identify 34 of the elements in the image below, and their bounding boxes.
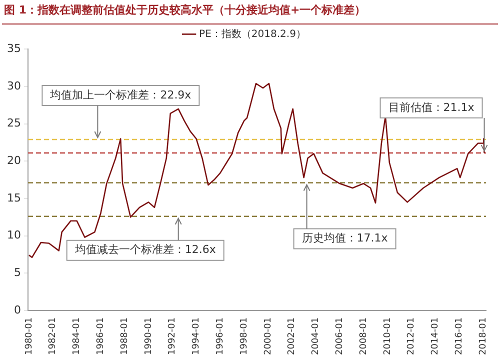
annotation: 均值加上一个标准差：22.9x: [49, 88, 192, 102]
annotation: 目前估值：21.1x: [388, 100, 475, 114]
y-tick-label: 20: [6, 154, 21, 167]
x-tick-label: 2012-01: [406, 317, 417, 356]
x-tick-label: 2014-01: [430, 317, 441, 356]
x-tick-label: 1982-01: [48, 317, 58, 356]
y-tick-label: 5: [14, 266, 21, 279]
x-tick-label: 2004-01: [311, 317, 322, 356]
x-tick-label: 1986-01: [96, 317, 106, 356]
y-tick-label: 10: [6, 228, 21, 242]
y-tick-label: 35: [6, 42, 21, 56]
x-tick-label: 2016-01: [454, 317, 464, 356]
x-tick-label: 2002-01: [287, 317, 298, 356]
x-tick-label: 1994-01: [192, 317, 202, 356]
y-tick-label: 30: [6, 79, 21, 92]
chart-title: 图 1：指数在调整前估值处于历史较高水平（十分接近均值+一个标准差）: [4, 3, 366, 16]
y-tick-label: 25: [6, 116, 21, 130]
x-tick-label: 2000-01: [263, 317, 274, 356]
annotation: 历史均值：17.1x: [302, 232, 388, 245]
x-tick-label: 1990-01: [144, 317, 154, 356]
x-tick-label: 1992-01: [168, 317, 178, 356]
x-tick-label: 2010-01: [382, 317, 393, 356]
x-tick-label: 1996-01: [216, 317, 226, 356]
x-tick-label: 2008-01: [358, 317, 369, 356]
x-tick-label: 2018-01: [478, 317, 488, 356]
y-tick-label: 15: [6, 191, 21, 204]
y-tick-label: 0: [14, 303, 21, 316]
annotation: 均值减去一个标准差：12.6x: [74, 243, 216, 256]
x-tick-label: 1998-01: [239, 317, 250, 356]
x-tick-label: 1984-01: [72, 317, 82, 356]
x-tick-label: 2006-01: [334, 317, 345, 356]
x-tick-label: 1980-01: [24, 317, 34, 356]
legend-label: PE：指数（2018.2.9）: [199, 28, 306, 40]
x-tick-label: 1988-01: [120, 317, 130, 356]
